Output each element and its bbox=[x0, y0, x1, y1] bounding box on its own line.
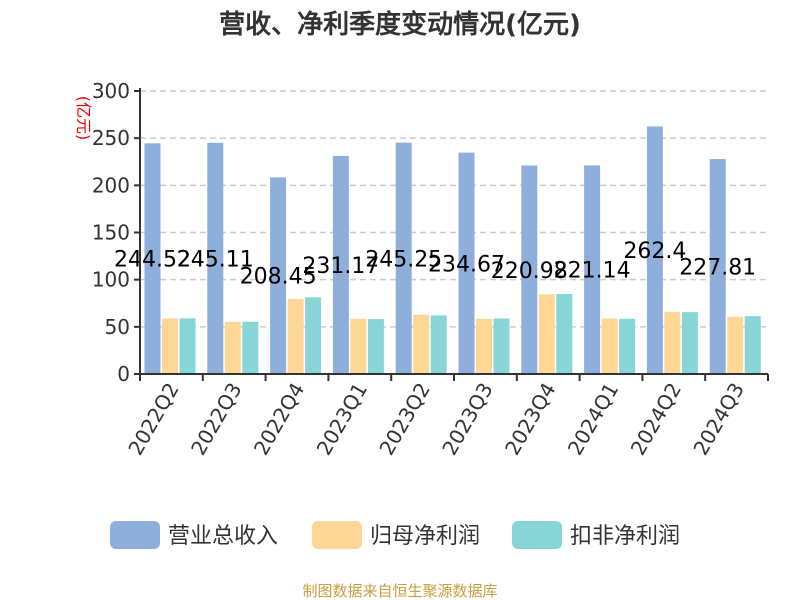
bar-归母净利润-2024Q2 bbox=[664, 311, 681, 374]
bar-营业总收入-2023Q3 bbox=[458, 152, 475, 374]
x-tick-label: 2024Q3 bbox=[688, 379, 748, 460]
bar-归母净利润-2023Q4 bbox=[538, 294, 555, 374]
x-tick-label: 2024Q1 bbox=[563, 379, 623, 460]
y-tick-label: 100 bbox=[92, 268, 130, 292]
bar-扣非净利润-2024Q2 bbox=[681, 312, 698, 374]
bar-营业总收入-2023Q4 bbox=[521, 165, 538, 374]
data-label: 245.25 bbox=[365, 247, 442, 272]
legend-swatch bbox=[110, 521, 160, 549]
bar-归母净利润-2023Q2 bbox=[413, 314, 430, 374]
bar-营业总收入-2022Q2 bbox=[144, 143, 161, 374]
bar-扣非净利润-2023Q4 bbox=[556, 294, 573, 374]
legend-swatch bbox=[512, 521, 562, 549]
legend-label: 扣非净利润 bbox=[570, 524, 680, 549]
y-tick-label: 300 bbox=[92, 79, 130, 103]
bar-营业总收入-2022Q3 bbox=[207, 142, 224, 374]
legend-label: 归母净利润 bbox=[370, 524, 480, 549]
bar-扣非净利润-2022Q3 bbox=[242, 321, 259, 374]
x-tick-label: 2022Q2 bbox=[123, 379, 183, 460]
bar-营业总收入-2024Q3 bbox=[709, 159, 726, 374]
x-tick-label: 2023Q4 bbox=[500, 379, 560, 460]
data-label: 245.11 bbox=[177, 247, 254, 272]
y-tick-label: 0 bbox=[117, 362, 130, 386]
bar-归母净利润-2022Q3 bbox=[224, 321, 241, 374]
data-label: 234.67 bbox=[428, 252, 505, 277]
y-axis-label: (亿元) bbox=[74, 96, 93, 141]
bar-营业总收入-2022Q4 bbox=[270, 177, 287, 374]
bar-扣非净利润-2024Q1 bbox=[619, 318, 636, 374]
bar-归母净利润-2022Q4 bbox=[287, 299, 304, 374]
bar-扣非净利润-2023Q2 bbox=[430, 315, 447, 374]
bar-营业总收入-2023Q1 bbox=[332, 155, 349, 374]
data-label: 208.45 bbox=[240, 265, 317, 290]
bar-归母净利润-2023Q3 bbox=[476, 318, 492, 374]
data-label: 231.17 bbox=[302, 254, 379, 279]
data-label: 227.81 bbox=[679, 256, 756, 281]
x-tick-label: 2024Q2 bbox=[626, 379, 686, 460]
x-tick-label: 2022Q3 bbox=[186, 379, 246, 460]
data-label: 244.52 bbox=[114, 248, 191, 273]
x-tick-label: 2023Q3 bbox=[437, 379, 497, 460]
data-label: 220.98 bbox=[491, 259, 568, 284]
data-label: 221.14 bbox=[554, 259, 631, 284]
bar-归母净利润-2023Q1 bbox=[350, 318, 367, 374]
bar-扣非净利润-2024Q3 bbox=[744, 316, 761, 374]
y-tick-label: 50 bbox=[105, 315, 130, 339]
data-label: 262.4 bbox=[623, 239, 686, 264]
bar-扣非净利润-2022Q4 bbox=[305, 297, 322, 374]
x-tick-label: 2023Q1 bbox=[312, 379, 372, 460]
y-tick-label: 200 bbox=[92, 173, 130, 197]
bar-归母净利润-2022Q2 bbox=[162, 318, 178, 374]
chart-title: 营收、净利季度变动情况(亿元) bbox=[219, 9, 581, 40]
legend-label: 营业总收入 bbox=[168, 524, 278, 549]
bar-扣非净利润-2023Q3 bbox=[493, 318, 510, 374]
bar-扣非净利润-2023Q1 bbox=[367, 319, 384, 374]
y-tick-label: 150 bbox=[92, 221, 130, 245]
y-tick-label: 250 bbox=[92, 126, 130, 150]
bar-营业总收入-2024Q2 bbox=[646, 126, 663, 374]
legend-swatch bbox=[312, 521, 362, 549]
bar-营业总收入-2024Q1 bbox=[584, 165, 601, 374]
x-tick-label: 2022Q4 bbox=[249, 379, 309, 460]
bar-营业总收入-2023Q2 bbox=[395, 142, 412, 374]
bar-扣非净利润-2022Q2 bbox=[179, 318, 196, 374]
bar-归母净利润-2024Q1 bbox=[601, 318, 618, 374]
footer-source: 制图数据来自恒生聚源数据库 bbox=[302, 582, 497, 600]
x-tick-label: 2023Q2 bbox=[374, 379, 434, 460]
bar-归母净利润-2024Q3 bbox=[727, 316, 744, 374]
